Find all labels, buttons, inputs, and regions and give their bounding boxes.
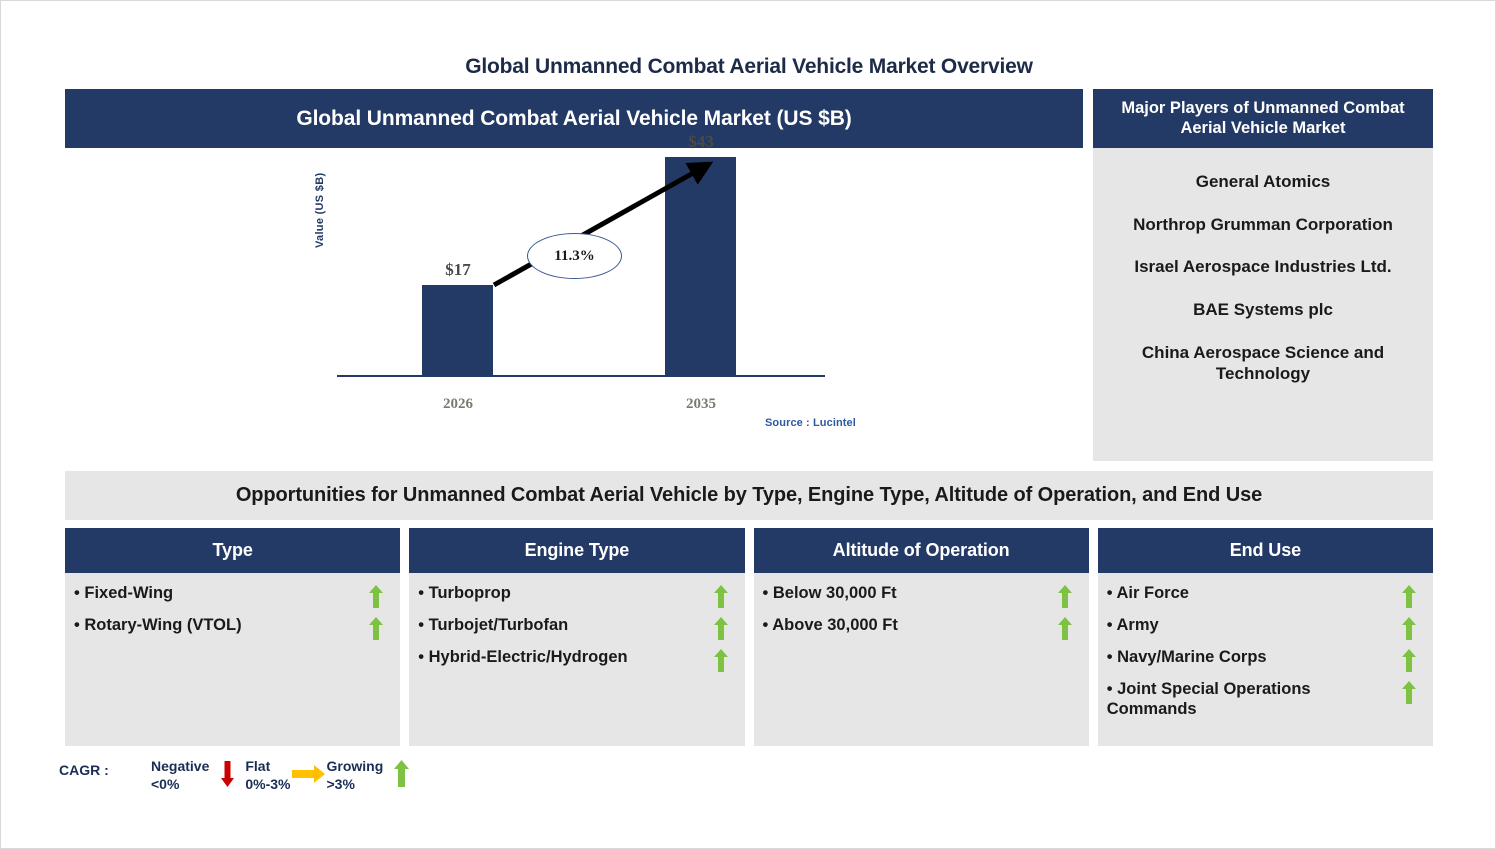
row-label: • Fixed-Wing bbox=[74, 584, 174, 602]
page-title: Global Unmanned Combat Aerial Vehicle Ma… bbox=[465, 55, 1033, 78]
arrow-up-icon bbox=[1401, 678, 1423, 709]
column-body: • Fixed-Wing • Rotary-Wing (VTOL) bbox=[65, 573, 401, 746]
column-body: • Air Force • Army • Navy/Marine Corps bbox=[1097, 573, 1433, 746]
arrow-up-icon bbox=[713, 614, 735, 645]
cagr-legend-title: CAGR : bbox=[59, 762, 109, 778]
x-axis-tick-2035: 2035 bbox=[686, 396, 716, 412]
column-header: Engine Type bbox=[409, 528, 745, 573]
list-item: • Turbojet/Turbofan bbox=[409, 614, 744, 646]
market-panel-header: Global Unmanned Combat Aerial Vehicle Ma… bbox=[65, 89, 1083, 148]
row-label: • Turboprop bbox=[418, 584, 511, 602]
list-item: • Below 30,000 Ft bbox=[754, 582, 1089, 614]
source-note: Source : Lucintel bbox=[765, 417, 856, 429]
bar-value-label-2026: $17 bbox=[445, 260, 471, 279]
legend-entry-flat: Flat 0%-3% bbox=[245, 758, 326, 793]
list-item: China Aerospace Science and Technology bbox=[1141, 342, 1385, 383]
bar-2035 bbox=[665, 157, 736, 376]
row-label: • Rotary-Wing (VTOL) bbox=[74, 616, 242, 634]
arrow-up-icon bbox=[383, 758, 419, 787]
opportunities-banner: Opportunities for Unmanned Combat Aerial… bbox=[65, 471, 1433, 520]
opportunity-columns: Type • Fixed-Wing • Rotary-Wing (VTOL) E… bbox=[65, 528, 1433, 746]
major-players-header: Major Players of Unmanned Combat Aerial … bbox=[1093, 89, 1433, 148]
bar-2026 bbox=[422, 285, 493, 376]
major-players-list: General Atomics Northrop Grumman Corpora… bbox=[1093, 148, 1433, 384]
row-label: • Joint Special Operations Commands bbox=[1106, 680, 1311, 719]
column-body: • Below 30,000 Ft • Above 30,000 Ft bbox=[753, 573, 1089, 746]
list-item: • Hybrid-Electric/Hydrogen bbox=[409, 646, 744, 678]
list-item: • Rotary-Wing (VTOL) bbox=[65, 614, 400, 646]
row-label: • Turbojet/Turbofan bbox=[418, 616, 569, 634]
list-item: BAE Systems plc bbox=[1193, 300, 1333, 320]
row-label: • Army bbox=[1106, 616, 1159, 634]
arrow-down-icon bbox=[209, 758, 245, 787]
arrow-up-icon bbox=[368, 582, 390, 613]
legend-label: Negative <0% bbox=[151, 758, 210, 792]
arrow-right-icon bbox=[291, 758, 327, 784]
list-item: Israel Aerospace Industries Ltd. bbox=[1134, 257, 1392, 277]
row-label: • Navy/Marine Corps bbox=[1106, 648, 1267, 666]
bar-value-label-2035: $43 bbox=[688, 132, 714, 151]
column-header: End Use bbox=[1097, 528, 1433, 573]
column-end-use: End Use • Air Force • Army • Navy/Marine… bbox=[1097, 528, 1433, 746]
major-players-header-line1: Major Players of Unmanned Combat Aerial … bbox=[1121, 98, 1405, 137]
arrow-up-icon bbox=[368, 614, 390, 645]
x-axis-tick-2026: 2026 bbox=[443, 396, 473, 412]
major-players-panel: Major Players of Unmanned Combat Aerial … bbox=[1093, 89, 1433, 461]
legend-entry-growing: Growing >3% bbox=[327, 758, 420, 793]
legend-label: Flat 0%-3% bbox=[245, 758, 291, 792]
row-label: • Air Force bbox=[1106, 584, 1189, 602]
column-engine-type: Engine Type • Turboprop • Turbojet/Turbo… bbox=[409, 528, 745, 746]
arrow-up-icon bbox=[713, 582, 735, 613]
list-item: General Atomics bbox=[1195, 172, 1331, 191]
growth-trend-arrow-icon bbox=[492, 161, 714, 288]
list-item: • Above 30,000 Ft bbox=[754, 614, 1089, 646]
column-header: Altitude of Operation bbox=[753, 528, 1089, 573]
arrow-up-icon bbox=[1401, 582, 1423, 613]
market-bar-chart: Value (US $B) $17 $43 2026 2035 11.3% So… bbox=[65, 132, 1083, 461]
column-body: • Turboprop • Turbojet/Turbofan • Hybrid… bbox=[409, 573, 745, 746]
chart-x-axis-line bbox=[337, 375, 825, 377]
row-label: • Above 30,000 Ft bbox=[762, 616, 898, 634]
list-item: • Air Force bbox=[1098, 582, 1433, 614]
arrow-up-icon bbox=[713, 646, 735, 677]
column-header: Type bbox=[65, 528, 401, 573]
cagr-legend: CAGR : Negative <0% Flat 0%-3% Growing >… bbox=[59, 758, 419, 793]
cagr-bubble: 11.3% bbox=[527, 233, 622, 279]
column-type: Type • Fixed-Wing • Rotary-Wing (VTOL) bbox=[65, 528, 401, 746]
arrow-up-icon bbox=[1401, 614, 1423, 645]
arrow-up-icon bbox=[1057, 614, 1079, 645]
row-label: • Below 30,000 Ft bbox=[762, 584, 897, 602]
row-label: • Hybrid-Electric/Hydrogen bbox=[418, 648, 628, 666]
legend-entry-negative: Negative <0% bbox=[151, 758, 245, 793]
list-item: • Fixed-Wing bbox=[65, 582, 400, 614]
arrow-up-icon bbox=[1057, 582, 1079, 613]
market-overview-panel: Global Unmanned Combat Aerial Vehicle Ma… bbox=[65, 89, 1083, 461]
list-item: • Turboprop bbox=[409, 582, 744, 614]
list-item: Northrop Grumman Corporation bbox=[1133, 214, 1393, 234]
arrow-up-icon bbox=[1401, 646, 1423, 677]
legend-label: Growing >3% bbox=[326, 758, 384, 792]
list-item: • Army bbox=[1098, 614, 1433, 646]
column-altitude-of-operation: Altitude of Operation • Below 30,000 Ft … bbox=[753, 528, 1089, 746]
list-item: • Navy/Marine Corps bbox=[1098, 646, 1433, 678]
list-item: • Joint Special Operations Commands bbox=[1098, 678, 1433, 719]
